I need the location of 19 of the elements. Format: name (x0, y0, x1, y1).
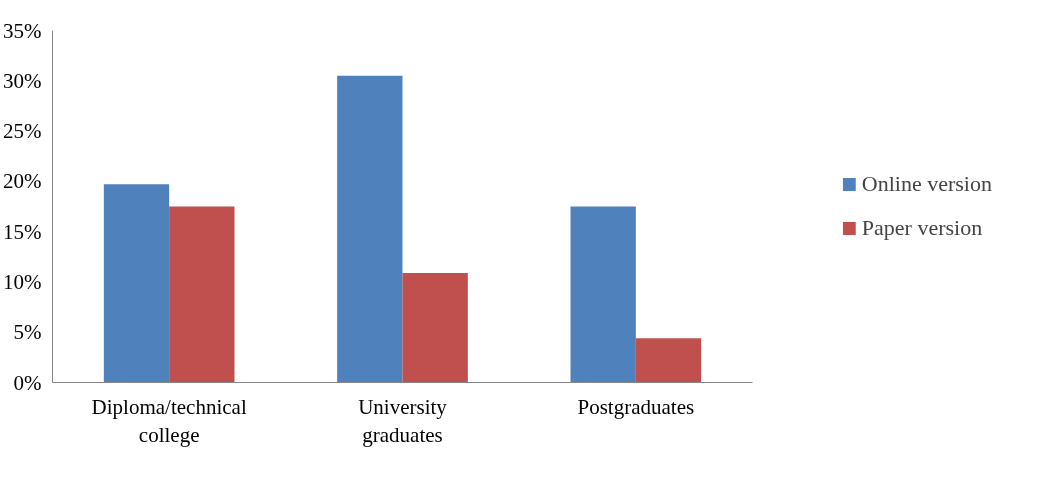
bar (337, 75, 403, 383)
y-tick-label: 35% (3, 18, 42, 43)
bar (570, 206, 636, 383)
bar (402, 272, 468, 383)
legend-label: Online version (861, 171, 992, 197)
x-tick-label: Diploma/technical college (91, 394, 247, 448)
bar (103, 184, 170, 383)
y-tick-label: 25% (3, 119, 42, 144)
legend-label: Paper version (861, 215, 983, 241)
y-tick-label: 15% (3, 219, 42, 244)
y-tick-label: 10% (3, 269, 42, 294)
x-tick-label: University graduates (358, 394, 448, 448)
x-tick-label: Postgraduates (577, 394, 695, 419)
y-tick-label: 30% (3, 68, 42, 93)
y-tick-label: 5% (13, 320, 42, 345)
y-tick-label: 20% (3, 169, 42, 194)
bar (635, 338, 702, 383)
y-tick-label: 0% (13, 370, 42, 395)
bar (169, 206, 235, 383)
